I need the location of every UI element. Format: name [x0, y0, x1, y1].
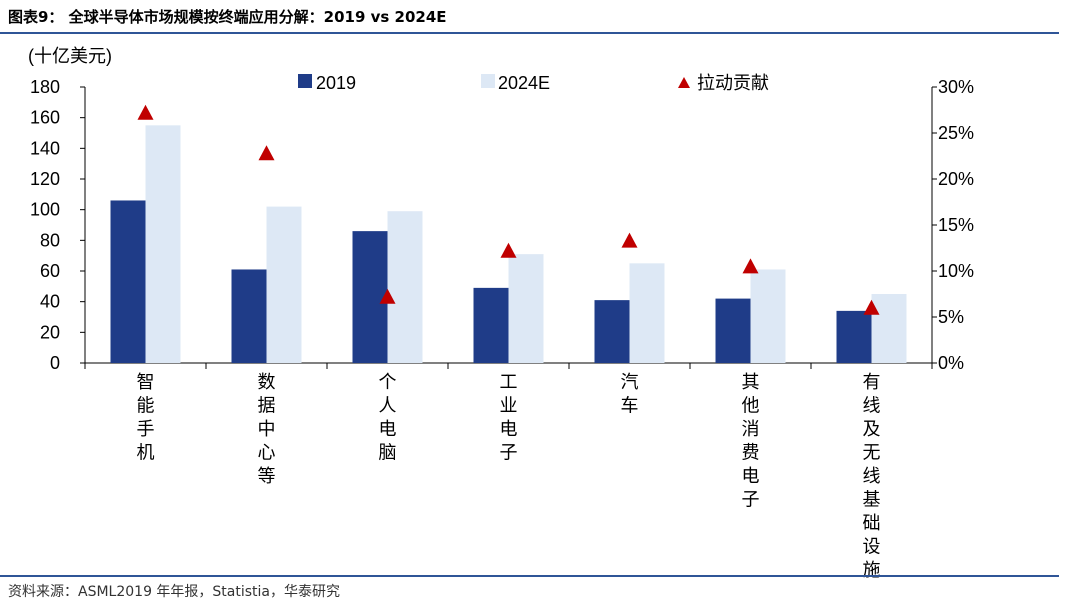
- legend-label-2024e: 2024E: [498, 73, 550, 93]
- markers: [137, 104, 880, 315]
- legend-swatch-2019: [298, 74, 312, 88]
- category-label: 个人电脑: [379, 372, 397, 463]
- bar-2024e: [871, 294, 907, 363]
- bar-2024e: [266, 206, 302, 363]
- bar-2024e: [508, 254, 544, 363]
- chart-title: 图表9： 全球半导体市场规模按终端应用分解：2019 vs 2024E: [8, 8, 447, 26]
- contribution-marker: [379, 288, 396, 304]
- top-divider: [0, 32, 1059, 34]
- axes: 0 20 40 60 80 100 120 140 160 180 0% 5% 10% 15% 20% 25%…: [30, 77, 974, 373]
- y-left-tick-label: 40: [40, 292, 60, 312]
- y-left-tick-label: 160: [30, 108, 60, 128]
- legend-label-2019: 2019: [316, 73, 356, 93]
- legend-label-contribution: 拉动贡献: [697, 73, 769, 93]
- contribution-marker: [863, 299, 880, 315]
- bar-2019: [110, 200, 146, 363]
- category-label: 数据中心等: [258, 372, 276, 486]
- y-left-tick-label: 80: [40, 230, 60, 250]
- bar-2024e: [750, 269, 786, 363]
- legend-marker-contribution: [678, 77, 690, 88]
- legend: 2019 2024E 拉动贡献: [298, 73, 769, 93]
- contribution-marker: [258, 145, 275, 161]
- source-note: 资料来源：ASML2019 年年报，Statistia，华泰研究: [8, 584, 341, 600]
- y-left-tick-label: 180: [30, 77, 60, 97]
- y-right-tick-label: 5%: [938, 307, 964, 327]
- y-left-tick-label: 20: [40, 322, 60, 342]
- y-left-tick-label: 100: [30, 200, 60, 220]
- bar-2019: [715, 298, 751, 363]
- category-label: 汽车: [621, 372, 639, 416]
- bars: [110, 125, 907, 363]
- contribution-marker: [500, 242, 517, 258]
- y-left-tick-label: 140: [30, 138, 60, 158]
- y-axis-unit-label: (十亿美元): [28, 46, 112, 66]
- legend-swatch-2024e: [481, 74, 495, 88]
- y-left-tick-label: 0: [50, 353, 60, 373]
- contribution-marker: [621, 232, 638, 248]
- bar-2024e: [145, 125, 181, 363]
- category-labels: 智能手机 数据中心等 个人电脑 工业电子 汽车 其他消费电子 有线及无线基础设施: [137, 372, 881, 580]
- bottom-divider: [0, 575, 1059, 577]
- bar-2019: [473, 287, 509, 363]
- contribution-marker: [742, 258, 759, 274]
- y-right-tick-label: 25%: [938, 123, 974, 143]
- bar-2019: [231, 269, 267, 363]
- category-label: 智能手机: [137, 372, 155, 463]
- bar-2024e: [387, 211, 423, 363]
- y-right-tick-label: 10%: [938, 261, 974, 281]
- bar-2019: [352, 231, 388, 363]
- y-right-tick-label: 0%: [938, 353, 964, 373]
- category-label: 有线及无线基础设施: [863, 372, 881, 580]
- y-right-tick-label: 15%: [938, 215, 974, 235]
- y-left-tick-label: 120: [30, 169, 60, 189]
- bar-2019: [594, 300, 630, 363]
- bar-2024e: [629, 263, 665, 363]
- y-right-tick-label: 20%: [938, 169, 974, 189]
- y-left-tick-label: 60: [40, 261, 60, 281]
- contribution-marker: [137, 104, 154, 120]
- y-right-tick-label: 30%: [938, 77, 974, 97]
- category-label: 其他消费电子: [742, 372, 760, 510]
- category-label: 工业电子: [500, 372, 518, 463]
- bar-2019: [836, 310, 872, 363]
